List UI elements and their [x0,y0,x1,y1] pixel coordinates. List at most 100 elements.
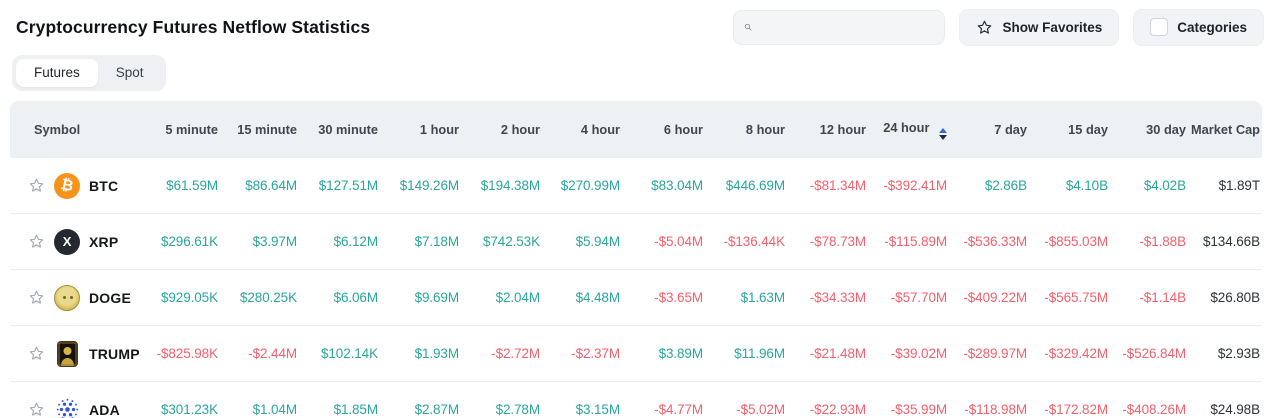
coin-icon-slot [54,340,80,367]
column-header-7-day[interactable]: 7 day [994,122,1027,137]
netflow-value: -$1.88B [1139,234,1186,249]
netflow-value: -$565.75M [1044,290,1108,305]
search-icon [745,23,752,31]
netflow-value: -$21.48M [809,346,866,361]
netflow-value: $9.69M [414,290,460,305]
netflow-value: $2.87M [414,402,460,417]
netflow-value: $296.61K [160,234,218,249]
page-title: Cryptocurrency Futures Netflow Statistic… [16,16,371,37]
netflow-value: $102.14K [320,346,378,361]
netflow-value: $5.94M [575,234,621,249]
favorite-star-icon[interactable] [28,177,45,194]
table-row[interactable]: ADA $301.23K $1.04M $1.85M $2.87M $2.78M $3.1… [10,381,1262,418]
netflow-value: $4.02B [1143,178,1186,193]
column-header-market-cap[interactable]: Market Cap [1191,122,1260,137]
netflow-value: -$855.03M [1044,234,1108,249]
netflow-value: $301.23K [160,402,218,417]
search-box[interactable] [733,9,946,45]
coin-icon-slot [54,397,80,418]
netflow-value: -$392.41M [883,178,947,193]
netflow-value: $446.69M [725,178,785,193]
market-cap-value: $2.93B [1217,346,1260,361]
netflow-value: $1.63M [740,290,786,305]
column-header-24-hour[interactable]: 24 hour [866,101,947,158]
column-header-30-minute[interactable]: 30 minute [318,122,378,137]
netflow-value: -$34.33M [809,290,866,305]
netflow-value: $2.04M [495,290,541,305]
tab-spot[interactable]: Spot [115,65,144,80]
coin-icon-slot: X [54,228,80,255]
column-header-30-day[interactable]: 30 day [1146,122,1186,137]
column-header-2-hour[interactable]: 2 hour [500,122,540,137]
market-cap-value: $1.89T [1218,178,1261,193]
sort-icon [939,127,947,140]
table-row[interactable]: TRUMP -$825.98K -$2.44M $102.14K $1.93M -$2.… [10,325,1262,382]
column-header-15-day[interactable]: 15 day [1068,122,1108,137]
categories-checkbox[interactable] [1150,18,1169,36]
netflow-value: -$536.33M [963,234,1027,249]
netflow-table: Symbol 5 minute 15 minute 30 minute 1 hour 2 … [10,101,1262,418]
ada-icon [54,397,80,418]
show-favorites-button[interactable]: Show Favorites [959,8,1120,46]
doge-icon [54,284,80,311]
column-header-6-hour[interactable]: 6 hour [663,122,703,137]
netflow-value: $2.78M [495,402,541,417]
categories-label: Categories [1177,19,1247,35]
categories-button[interactable]: Categories [1133,8,1264,46]
netflow-value: -$5.02M [736,402,785,417]
netflow-value: -$78.73M [809,234,866,249]
trump-icon [56,340,78,367]
netflow-value: $929.05K [160,290,218,305]
market-cap-value: $26.80B [1210,290,1260,305]
netflow-value: -$35.99M [890,402,947,417]
market-cap-value: $24.98B [1210,402,1260,417]
netflow-value: -$115.89M [884,234,947,249]
netflow-value: -$118.98M [964,402,1027,417]
netflow-value: $149.26M [399,178,459,193]
search-input[interactable] [758,19,935,35]
netflow-value: $6.06M [333,290,379,305]
tab-futures[interactable]: Futures [16,59,98,87]
netflow-value: $11.96M [734,346,785,361]
column-header-8-hour[interactable]: 8 hour [745,122,785,137]
symbol-label: XRP [89,233,119,250]
netflow-value: $3.97M [252,234,298,249]
market-type-tabs: Futures Spot [12,55,166,91]
table-row[interactable]: ₿ BTC $61.59M $86.64M $127.51M $149.26M $194… [10,158,1262,214]
favorite-star-icon[interactable] [28,401,45,418]
table-row[interactable]: DOGE $929.05K $280.25K $6.06M $9.69M $2.04M $… [10,269,1262,326]
column-header-5-minute[interactable]: 5 minute [165,122,218,137]
netflow-value: -$22.93M [809,402,866,417]
column-header-12-hour[interactable]: 12 hour [819,122,866,137]
netflow-value: -$1.14B [1139,290,1186,305]
netflow-value: $4.10B [1065,178,1108,193]
table-row[interactable]: X XRP $296.61K $3.97M $6.12M $7.18M $742.53K… [10,213,1262,270]
favorite-star-icon[interactable] [28,345,45,362]
netflow-value: -$172.82M [1044,402,1108,417]
symbol-label: DOGE [89,289,132,306]
column-header-15-minute[interactable]: 15 minute [237,122,297,137]
netflow-value: -$3.65M [654,290,703,305]
netflow-value: $2.86B [984,178,1027,193]
column-header-1-hour[interactable]: 1 hour [419,122,459,137]
netflow-value: $1.93M [414,346,460,361]
star-icon [978,20,992,34]
xrp-icon: X [54,228,80,255]
netflow-value: -$2.72M [491,346,540,361]
netflow-value: -$81.34M [809,178,866,193]
btc-icon: ₿ [54,172,80,199]
netflow-value: -$136.44K [723,234,786,249]
coin-icon-slot [54,284,80,311]
column-header-4-hour[interactable]: 4 hour [580,122,620,137]
show-favorites-label: Show Favorites [1002,19,1103,35]
netflow-value: $280.25K [239,290,297,305]
symbol-label: ADA [89,401,120,418]
favorite-star-icon[interactable] [28,289,45,306]
favorite-star-icon[interactable] [28,233,45,250]
symbol-label: TRUMP [89,345,140,362]
table-header-row: Symbol 5 minute 15 minute 30 minute 1 hour 2 … [10,101,1262,158]
netflow-value: $61.59M [166,178,218,193]
column-header-symbol[interactable]: Symbol [34,122,81,137]
netflow-value: -$2.44M [248,346,297,361]
netflow-value: $86.64M [245,178,297,193]
